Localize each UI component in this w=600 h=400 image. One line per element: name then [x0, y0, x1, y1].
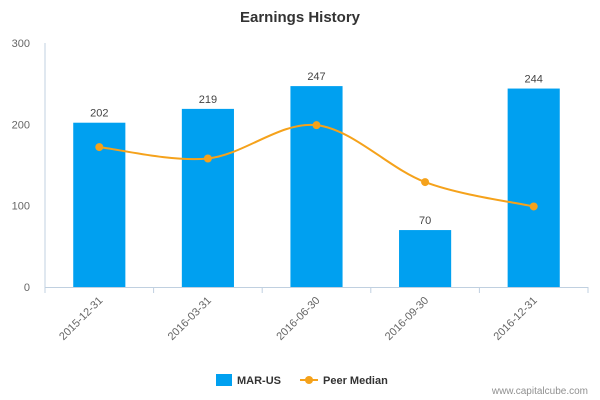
bar-value-label: 219 [199, 94, 217, 106]
bar [181, 108, 234, 287]
peer-median-point [312, 121, 321, 130]
chart-credit: www.capitalcube.com [491, 386, 588, 397]
y-tick-label: 200 [12, 119, 30, 131]
chart-title: Earnings History [240, 9, 361, 26]
legend-bar-swatch [216, 374, 232, 386]
bar [290, 86, 343, 288]
x-tick-label: 2015-12-31 [57, 295, 105, 343]
peer-median-point [203, 154, 212, 163]
legend-label-peer-median: Peer Median [323, 375, 388, 387]
bar-value-label: 70 [419, 215, 431, 227]
chart-legend: MAR-US Peer Median [216, 374, 388, 387]
legend-marker-swatch [305, 376, 313, 384]
peer-median-point [95, 143, 104, 152]
bar [399, 230, 452, 287]
y-tick-label: 0 [24, 282, 30, 294]
x-tick-label: 2016-09-30 [383, 295, 431, 343]
bar [507, 88, 560, 288]
x-tick-label: 2016-03-31 [166, 295, 214, 343]
bar-value-label: 247 [307, 71, 325, 83]
bar-value-label: 202 [90, 108, 108, 120]
x-tick-label: 2016-06-30 [274, 295, 322, 343]
peer-median-point [421, 178, 430, 187]
y-tick-label: 100 [12, 201, 30, 213]
bar-value-label: 244 [525, 74, 543, 86]
peer-median-point [529, 202, 538, 211]
legend-label-mar-us: MAR-US [237, 375, 281, 387]
x-tick-label: 2016-12-31 [492, 295, 540, 343]
bar-series: 202 219 247 70 244 [73, 71, 560, 288]
y-tick-label: 300 [12, 38, 30, 50]
peer-median-series [95, 121, 538, 211]
